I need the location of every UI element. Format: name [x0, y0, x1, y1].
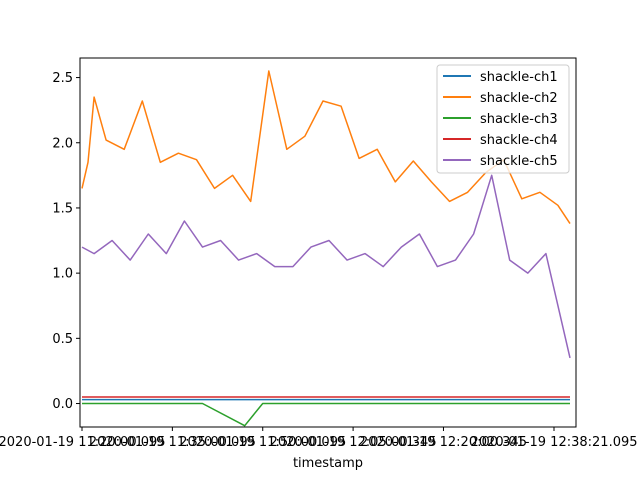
legend: shackle-ch1 shackle-ch2 shackle-ch3 shac… — [436, 64, 570, 174]
y-tick-label: 0.0 — [52, 397, 73, 412]
y-tick-label: 2.0 — [52, 136, 73, 151]
y-tick-0: 0.0 — [52, 397, 80, 412]
legend-label: shackle-ch4 — [480, 133, 558, 148]
y-tick-label: 1.5 — [52, 201, 73, 216]
x-tick-0: 2020-01-19 11:20:00.095 — [0, 427, 166, 450]
y-tick-4: 2.0 — [52, 136, 80, 151]
x-tick-label: 2020-01-19 11:35:00.095 — [89, 435, 256, 450]
legend-entry-ch5: shackle-ch5 — [443, 154, 558, 169]
x-tick-1: 2020-01-19 11:35:00.095 — [89, 427, 256, 450]
x-tick-label: 2020-01-19 11:50:00.095 — [179, 435, 346, 450]
legend-label: shackle-ch2 — [480, 91, 558, 106]
legend-box — [436, 64, 570, 174]
legend-label: shackle-ch5 — [480, 154, 558, 169]
x-axis-label: timestamp — [293, 456, 363, 471]
x-tick-label: 2020-01-19 12:20:00.345 — [360, 435, 527, 450]
x-tick-label: 2020-01-19 12:05:00.345 — [270, 435, 437, 450]
legend-entry-ch2: shackle-ch2 — [443, 91, 558, 106]
series-line-shackle-ch5 — [81, 174, 571, 359]
y-tick-3: 1.5 — [52, 201, 80, 216]
y-tick-5: 2.5 — [52, 71, 80, 86]
x-axis: 2020-01-19 11:20:00.095 2020-01-19 11:35… — [0, 427, 638, 450]
x-tick-label: 2020-01-19 11:20:00.095 — [0, 435, 166, 450]
series-layer — [81, 70, 571, 427]
x-tick-2: 2020-01-19 11:50:00.095 — [179, 427, 346, 450]
y-tick-label: 2.5 — [52, 71, 73, 86]
x-tick-4: 2020-01-19 12:20:00.345 — [360, 427, 527, 450]
x-tick-label: 2020-01-19 12:38:21.095 — [471, 435, 638, 450]
y-tick-label: 0.5 — [52, 332, 73, 347]
plot-frame — [79, 57, 577, 428]
y-axis: 0.0 0.5 1.0 1.5 2.0 2.5 — [52, 71, 80, 412]
legend-entry-ch3: shackle-ch3 — [443, 112, 558, 127]
x-tick-5: 2020-01-19 12:38:21.095 — [471, 427, 638, 450]
x-tick-3: 2020-01-19 12:05:00.345 — [270, 427, 437, 450]
legend-label: shackle-ch3 — [480, 112, 558, 127]
y-tick-1: 0.5 — [52, 332, 80, 347]
legend-label: shackle-ch1 — [480, 70, 558, 85]
y-tick-2: 1.0 — [52, 267, 80, 282]
series-line-shackle-ch3 — [82, 402, 570, 427]
legend-entry-ch1: shackle-ch1 — [443, 70, 558, 85]
legend-entry-ch4: shackle-ch4 — [443, 133, 558, 148]
y-tick-label: 1.0 — [52, 267, 73, 282]
